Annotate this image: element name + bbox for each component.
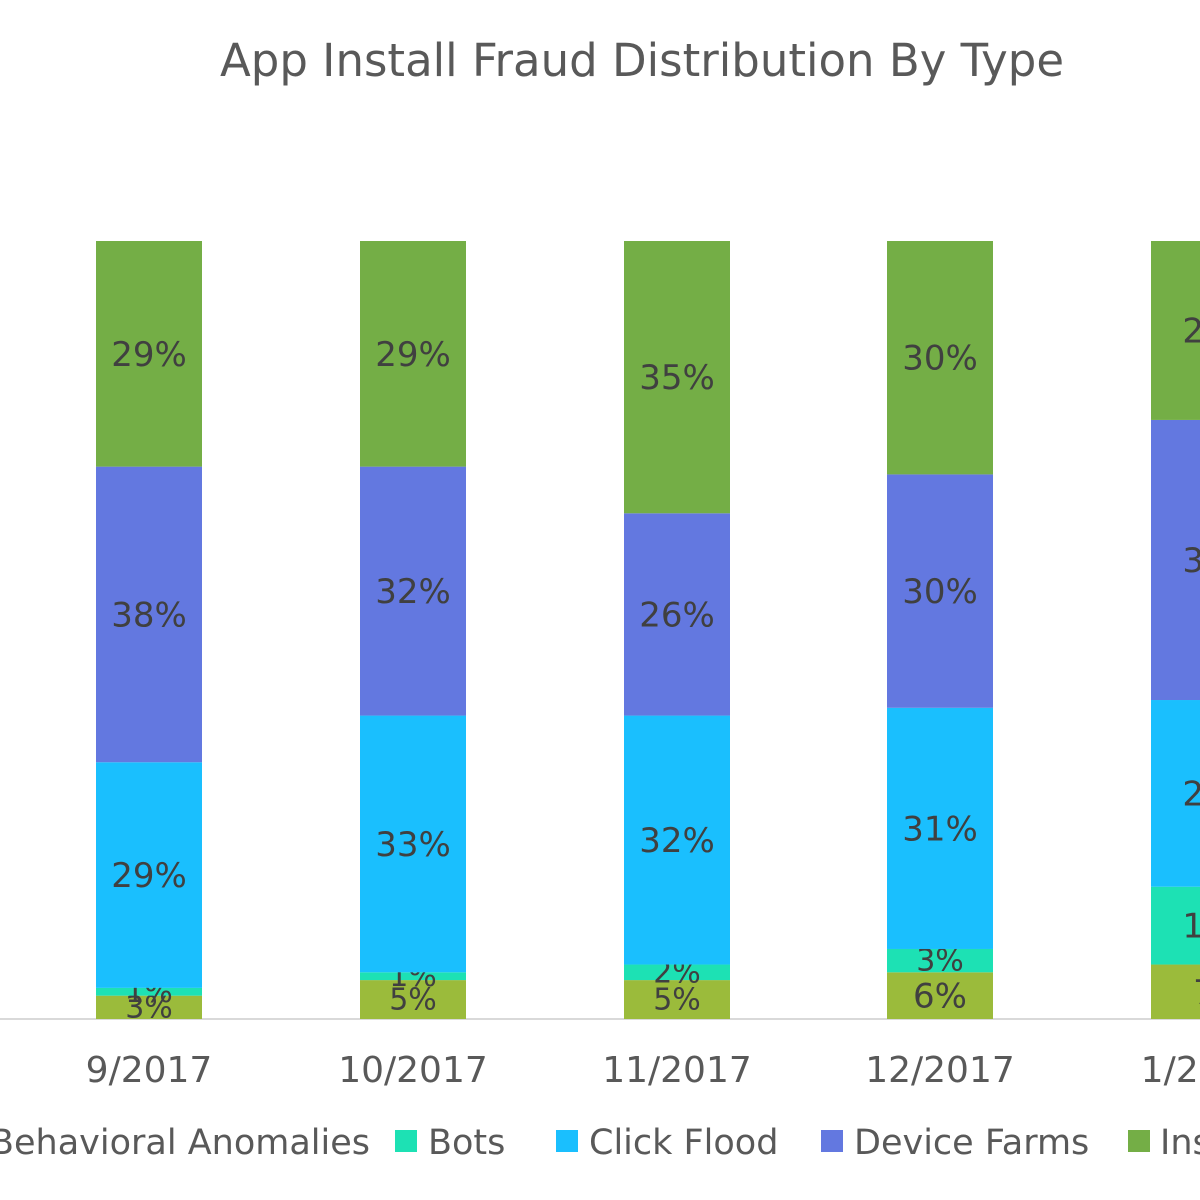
data-label: 26% — [639, 595, 715, 635]
bar-segment — [360, 980, 466, 1019]
bar-segment — [96, 987, 202, 996]
legend-swatch — [556, 1130, 578, 1152]
legend-swatch — [1128, 1130, 1150, 1152]
legend-swatch — [821, 1130, 843, 1152]
data-label: 38% — [111, 595, 187, 635]
data-label: 33% — [375, 825, 451, 865]
data-label: 32% — [375, 572, 451, 612]
data-label: 29% — [375, 335, 451, 375]
legend-label: Behavioral Anomalies — [0, 1123, 370, 1163]
legend-label: Click Flood — [589, 1123, 778, 1163]
data-label: 32% — [639, 821, 715, 861]
data-label: 35% — [639, 358, 715, 398]
x-tick-label: 9/2017 — [86, 1050, 213, 1091]
data-label: 5% — [389, 983, 437, 1018]
bar-segment — [360, 466, 466, 716]
bar-segment — [360, 715, 466, 973]
bar-segment — [1151, 241, 1200, 420]
data-label: 23 — [1182, 311, 1200, 351]
bar-segment — [624, 964, 730, 981]
legend-label: Ins — [1160, 1123, 1200, 1163]
data-label: 7 — [1193, 973, 1200, 1013]
bar-segment — [96, 466, 202, 763]
bar-segment — [887, 474, 993, 708]
data-label: 3% — [125, 990, 173, 1025]
bar-segment — [624, 715, 730, 965]
bar-segment — [360, 241, 466, 467]
x-tick-label: 12/2017 — [865, 1050, 1015, 1091]
bar-segment — [96, 241, 202, 467]
bar-segment — [96, 995, 202, 1019]
data-label: 5% — [653, 983, 701, 1018]
x-tick-label: 1/2018 — [1141, 1050, 1200, 1091]
bar-segment — [887, 948, 993, 973]
data-label: 36 — [1182, 541, 1200, 581]
data-label: 29% — [111, 856, 187, 896]
data-label: 24 — [1182, 774, 1200, 814]
chart-title: App Install Fraud Distribution By Type — [219, 34, 1065, 87]
bar-segment — [1151, 886, 1200, 965]
bar-segment — [887, 241, 993, 475]
bar-segment — [1151, 419, 1200, 701]
bar-segment — [887, 707, 993, 949]
data-label: 31% — [902, 809, 978, 849]
x-tick-label: 11/2017 — [602, 1050, 752, 1091]
bar-segment — [624, 241, 730, 514]
legend-label: Bots — [428, 1123, 505, 1163]
data-label: 29% — [111, 335, 187, 375]
data-label: 3% — [916, 944, 964, 979]
bar-segment — [887, 972, 993, 1019]
data-label: 10 — [1182, 907, 1200, 947]
bar-segment — [624, 513, 730, 716]
data-label: 30% — [902, 339, 978, 379]
data-label: 30% — [902, 572, 978, 612]
bar-segment — [624, 980, 730, 1019]
legend-swatch — [395, 1130, 417, 1152]
data-label: 6% — [913, 977, 967, 1017]
bar-segment — [1151, 700, 1200, 887]
bar-segment — [360, 972, 466, 981]
x-tick-label: 10/2017 — [338, 1050, 488, 1091]
bar-segment — [1151, 964, 1200, 1019]
legend-label: Device Farms — [854, 1123, 1089, 1163]
bar-segment — [96, 762, 202, 988]
